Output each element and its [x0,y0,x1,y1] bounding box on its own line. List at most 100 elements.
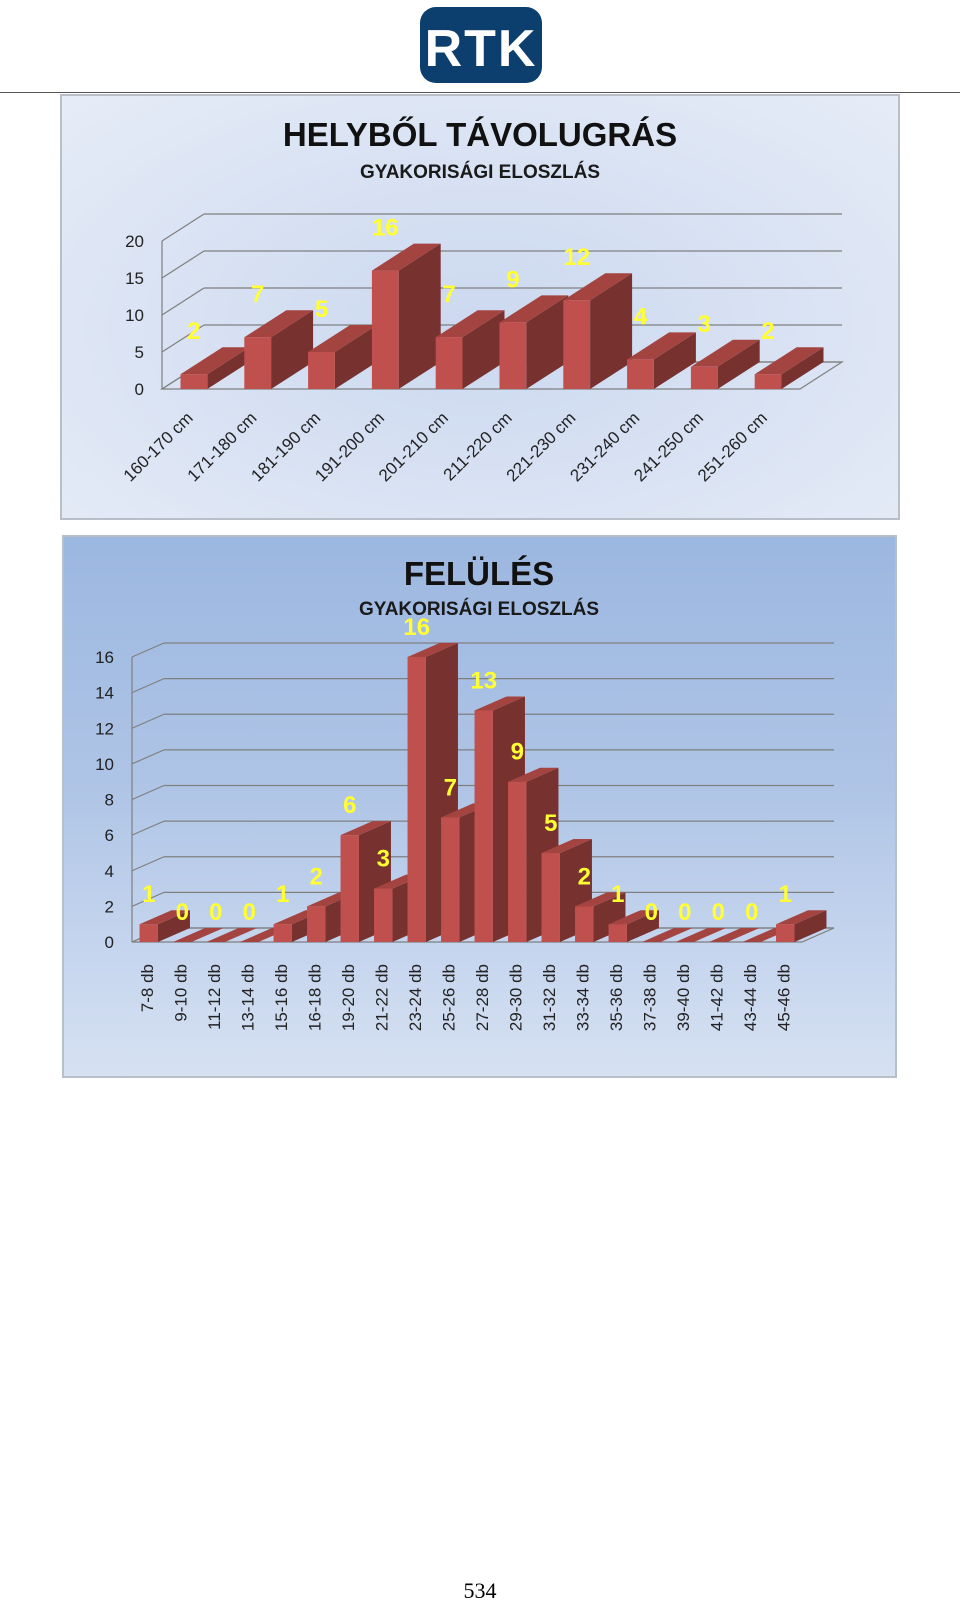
data-label: 2 [310,863,323,890]
x-tick-label: 33-34 db [574,964,593,1031]
gridline-side [131,749,165,765]
x-tick-label: 15-16 db [272,964,291,1031]
data-label: 13 [470,667,497,694]
bar-top [371,243,441,271]
chart1-title: HELYBŐL TÁVOLUGRÁS [283,116,677,153]
bar-side [462,310,505,389]
chart2-bars [139,643,827,942]
chart2-subtitle: GYAKORISÁGI ELOSZLÁS [359,598,599,620]
bar-201-210-cm [435,310,505,389]
gridline-side [131,784,165,801]
bar-top [499,295,569,323]
page-number: 534 [463,1578,497,1603]
y-tick-label: 20 [125,232,144,251]
gridline-side [161,250,205,279]
data-label: 0 [209,899,222,926]
bar-front [435,337,463,389]
bar-side [781,347,824,389]
bar-front [441,817,460,942]
bar-side [334,325,377,389]
data-label: 12 [563,244,590,271]
bar-35-36-db [608,910,659,942]
bar-side [626,910,659,942]
bar-front [690,366,718,389]
y-tick-label: 8 [105,791,114,810]
bar-top [435,310,505,338]
bar-front [508,781,527,942]
bar-45-46-db [776,910,827,942]
data-label: 2 [761,318,774,345]
data-label: 1 [276,881,289,908]
bar-241-250-cm [690,339,760,389]
data-label: 0 [243,899,256,926]
x-tick-label: 21-22 db [373,964,392,1031]
bar-front [180,374,208,389]
bar-top [563,273,633,301]
data-label: 3 [698,311,711,338]
y-tick-label: 5 [135,343,144,362]
bar-top [541,838,592,853]
bar-top [407,643,458,657]
data-label: 1 [611,881,624,908]
bar-top [244,310,314,338]
y-tick-label: 14 [95,684,114,703]
bar-11-12-db [206,928,257,942]
x-tick-label: 11-12 db [205,964,224,1030]
data-label: 2 [187,318,200,345]
bar-front [776,924,795,942]
bar-top [508,767,559,782]
y-tick-label: 10 [95,755,114,774]
gridline-side [131,820,165,836]
data-label: 9 [506,266,519,293]
data-label: 16 [372,215,399,242]
gridline-side [131,891,165,907]
chart2-title: FELÜLÉS [404,555,554,592]
bar-front [307,906,326,942]
bar-171-180-cm [244,310,314,389]
bar-front [139,924,158,942]
y-tick-label: 15 [125,269,144,288]
bar-side [398,243,441,389]
bar-top [206,928,257,942]
bar-top [139,910,190,925]
bar-191-200-cm [371,243,441,389]
x-tick-label: 35-36 db [607,964,626,1031]
bar-top [180,347,250,375]
bar-top [173,928,224,942]
x-tick-label: 13-14 db [239,964,258,1031]
data-label: 7 [251,281,264,308]
data-label: 0 [645,899,658,926]
bar-front [308,352,335,389]
y-tick-label: 4 [105,862,114,881]
data-label: 2 [578,863,591,890]
data-label: 1 [779,881,792,908]
x-tick-label: 201-210 cm [375,408,452,485]
chart-helybol-tavolugras: HELYBŐL TÁVOLUGRÁS GYAKORISÁGI ELOSZLÁS … [60,94,900,520]
logo-text: RTK [425,20,538,78]
bar-7-8-db [139,910,190,942]
x-tick-label: 9-10 db [172,964,191,1022]
bar-side [653,332,696,389]
chart-feleles: FELÜLÉS GYAKORISÁGI ELOSZLÁS 0 2 4 6 8 10 12 14… [62,535,897,1078]
data-label: 0 [678,899,691,926]
bar-211-220-cm [499,295,569,389]
bar-front [575,906,594,942]
chart1-plot: HELYBŐL TÁVOLUGRÁS GYAKORISÁGI ELOSZLÁS … [120,116,845,485]
y-tick-label: 16 [95,648,114,667]
bar-front [407,657,426,942]
chart1-bars [180,243,824,389]
bar-251-260-cm [754,347,824,389]
header-divider [0,92,960,93]
bar-top [690,339,760,367]
data-label: 16 [403,614,430,641]
bar-221-230-cm [563,273,633,389]
bar-top [709,928,760,942]
bar-160-170-cm [180,347,250,389]
data-label: 9 [511,739,524,766]
x-tick-label: 37-38 db [641,964,660,1031]
bar-37-38-db [642,928,693,942]
chart2-plot: FELÜLÉS GYAKORISÁGI ELOSZLÁS 02468101214… [95,555,835,1031]
y-tick-label: 0 [135,380,144,399]
